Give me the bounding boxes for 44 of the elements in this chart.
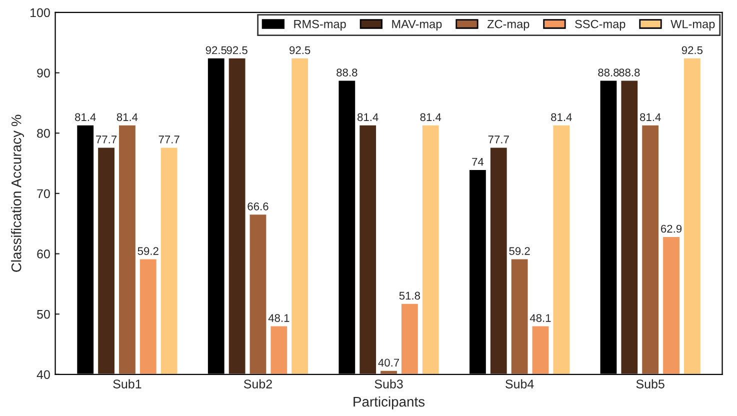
- y-tick-label: 90: [37, 68, 50, 78]
- data-label: 81.4: [358, 113, 378, 122]
- data-label: 92.5: [226, 46, 248, 54]
- data-label: 74: [472, 158, 484, 166]
- data-label: 59.2: [138, 247, 158, 255]
- x-axis-title: Participants: [354, 396, 425, 410]
- legend-label: SSC-map: [575, 20, 626, 31]
- data-label: 81.4: [640, 113, 661, 122]
- y-tick-label: 50: [37, 310, 50, 319]
- data-label: 92.5: [682, 46, 703, 54]
- y-tick-label: 60: [37, 250, 50, 258]
- data-label: 66.6: [248, 202, 268, 210]
- y-tick-label: 40: [36, 370, 50, 380]
- x-tick-label: Sub1: [113, 379, 142, 388]
- y-tick-label: 80: [37, 128, 50, 138]
- data-label: 77.7: [488, 136, 509, 144]
- x-tick-label: Sub4: [506, 379, 534, 388]
- data-label: 88.8: [336, 68, 358, 76]
- legend-label: MAV-map: [392, 20, 442, 31]
- data-label: 92.5: [290, 46, 310, 54]
- data-label: 40.7: [378, 358, 400, 367]
- data-label: 81.4: [75, 113, 96, 122]
- y-tick-label: 100: [30, 8, 50, 18]
- y-axis-title: Classification Accuracy %: [11, 114, 24, 272]
- data-label: 48.1: [268, 314, 290, 322]
- data-label: 51.8: [399, 292, 420, 300]
- data-label: 48.1: [530, 314, 551, 322]
- y-tick-label: 70: [37, 189, 50, 198]
- x-tick-label: Sub5: [636, 379, 664, 388]
- legend-label: WL-map: [670, 20, 715, 31]
- data-label: 88.8: [598, 68, 619, 76]
- data-label: 59.2: [509, 247, 530, 255]
- x-tick-label: Sub3: [374, 379, 403, 388]
- legend-label: ZC-map: [487, 20, 530, 31]
- data-label: 92.5: [206, 46, 226, 54]
- data-label: 62.9: [661, 224, 682, 233]
- data-label: 81.4: [551, 113, 572, 122]
- data-label: 88.8: [619, 68, 640, 76]
- data-label: 81.4: [116, 113, 138, 122]
- data-label: 77.7: [96, 136, 117, 144]
- legend-label: RMS-map: [294, 20, 346, 31]
- x-tick-label: Sub2: [244, 379, 272, 388]
- data-label: 77.7: [158, 136, 180, 144]
- data-label: 81.4: [420, 113, 442, 122]
